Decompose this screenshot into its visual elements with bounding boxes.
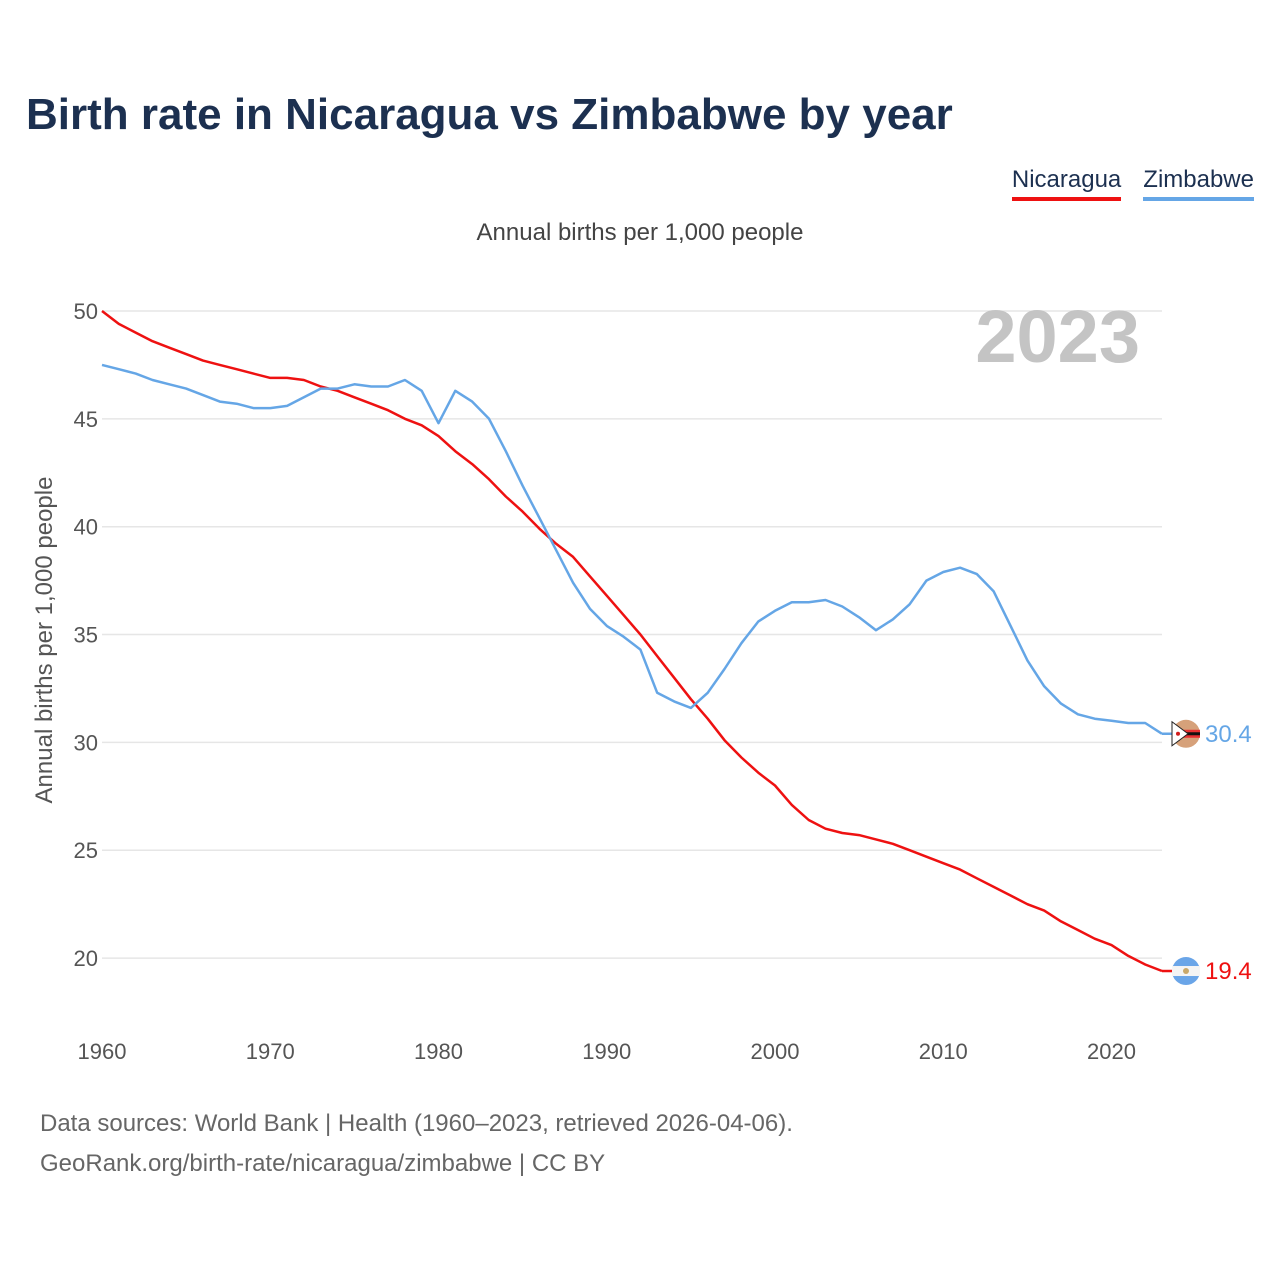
- gridlines: [102, 310, 1162, 959]
- data-source-note: Data sources: World Bank | Health (1960–…: [40, 1110, 793, 1137]
- x-axis-ticks: 1960 1970 1980 1990 2000 2010 2020: [78, 1039, 1136, 1064]
- end-label-zimbabwe: 30.4: [1205, 721, 1252, 748]
- series-lines: [101, 310, 1163, 973]
- x-tick-1970: 1970: [246, 1039, 295, 1064]
- legend: Nicaragua Zimbabwe: [1011, 166, 1254, 201]
- source-url: GeoRank.org/birth-rate/nicaragua/zimbabw…: [40, 1150, 606, 1177]
- y-tick-25: 25: [74, 838, 98, 863]
- y-tick-45: 45: [74, 407, 98, 432]
- y-tick-30: 30: [74, 730, 98, 755]
- y-axis-ticks: 20 25 30 35 40 45 50: [74, 299, 98, 971]
- end-markers: 19.4 30.4: [1162, 719, 1252, 986]
- y-axis-label: Annual births per 1,000 people: [31, 477, 58, 804]
- footer: Data sources: World Bank | Health (1960–…: [40, 1104, 793, 1184]
- year-watermark: 2023: [975, 295, 1140, 378]
- x-tick-1990: 1990: [582, 1039, 631, 1064]
- y-tick-50: 50: [74, 299, 98, 324]
- x-tick-2010: 2010: [919, 1039, 968, 1064]
- legend-item-zimbabwe[interactable]: Zimbabwe: [1143, 166, 1254, 201]
- chart-subtitle: Annual births per 1,000 people: [477, 219, 804, 246]
- series-line-nicaragua[interactable]: [101, 310, 1163, 973]
- x-tick-2000: 2000: [751, 1039, 800, 1064]
- line-chart: 20 25 30 35 40 45 50 1960 1970 1980 1990 2000 2010 2…: [31, 219, 1252, 1064]
- series-line-zimbabwe[interactable]: [101, 363, 1163, 735]
- y-tick-40: 40: [74, 515, 98, 540]
- y-tick-35: 35: [74, 623, 98, 648]
- flag-icon-zimbabwe: [1171, 719, 1200, 748]
- flag-icon-nicaragua: [1172, 957, 1200, 986]
- x-tick-1960: 1960: [78, 1039, 127, 1064]
- chart-title: Birth rate in Nicaragua vs Zimbabwe by y…: [26, 90, 953, 139]
- x-tick-2020: 2020: [1087, 1039, 1136, 1064]
- legend-item-nicaragua[interactable]: Nicaragua: [1011, 166, 1122, 201]
- x-tick-1980: 1980: [414, 1039, 463, 1064]
- y-tick-20: 20: [74, 946, 98, 971]
- end-label-nicaragua: 19.4: [1205, 958, 1252, 985]
